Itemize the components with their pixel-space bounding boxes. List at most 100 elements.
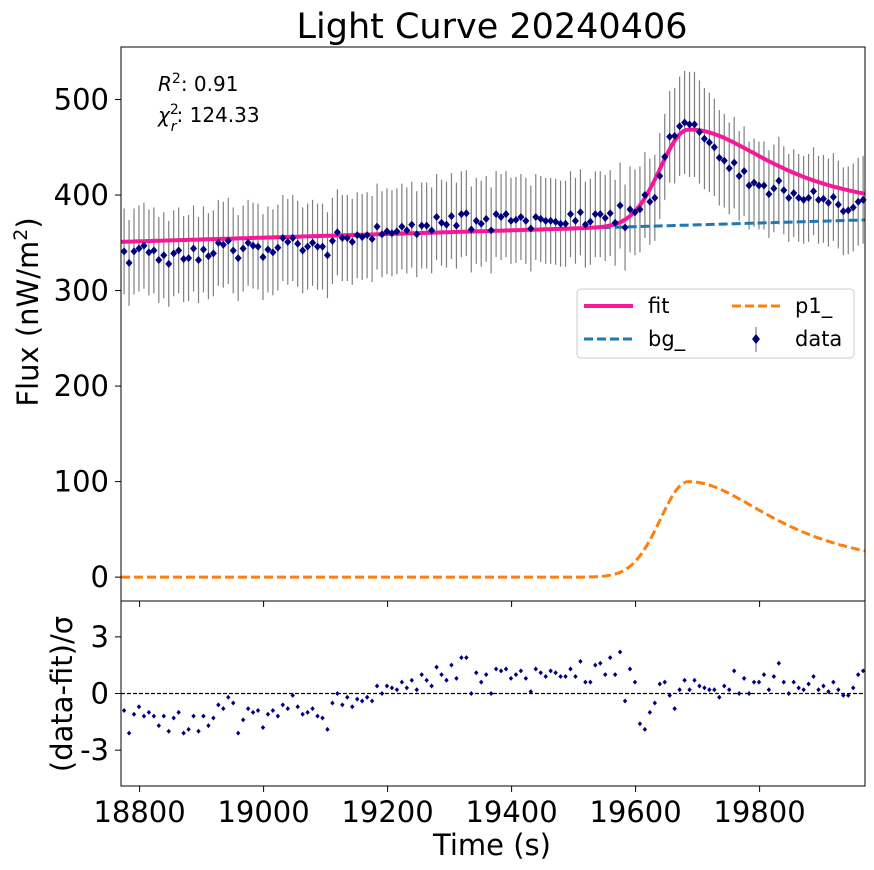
data-point bbox=[562, 219, 570, 228]
residual-point bbox=[657, 681, 662, 687]
residual-point bbox=[751, 679, 757, 685]
data-point bbox=[140, 241, 148, 250]
residual-point bbox=[479, 679, 484, 685]
residual-point bbox=[255, 707, 261, 713]
residual-point bbox=[335, 691, 340, 696]
data-point bbox=[606, 209, 614, 218]
residual-point bbox=[578, 658, 583, 664]
residual-point bbox=[300, 711, 305, 717]
data-point bbox=[829, 192, 837, 201]
data-point bbox=[621, 223, 629, 232]
data-point bbox=[472, 216, 480, 225]
data-point bbox=[740, 167, 748, 176]
data-point bbox=[477, 219, 485, 228]
data-point bbox=[160, 251, 168, 260]
residual-point bbox=[538, 670, 543, 676]
residual-point bbox=[682, 677, 687, 683]
residual-point bbox=[211, 715, 216, 721]
residual-point bbox=[821, 683, 826, 689]
r-squared-annotation: R2: 0.91 bbox=[158, 71, 238, 96]
data-point bbox=[646, 197, 654, 206]
data-point bbox=[616, 201, 624, 210]
data-point bbox=[219, 240, 227, 249]
residual-point bbox=[121, 707, 127, 713]
residual-point bbox=[568, 666, 573, 672]
residual-point bbox=[216, 702, 221, 708]
y-tick-label: 200 bbox=[54, 369, 109, 403]
residual-y-tick-label: 3 bbox=[91, 620, 109, 654]
residual-point bbox=[622, 698, 628, 704]
data-point bbox=[666, 132, 674, 141]
residual-point bbox=[672, 706, 677, 712]
residual-point bbox=[593, 662, 598, 668]
data-point bbox=[715, 153, 723, 162]
residual-point bbox=[488, 691, 494, 696]
y-tick-label: 100 bbox=[54, 465, 109, 499]
data-point bbox=[601, 213, 609, 222]
residual-point bbox=[379, 691, 385, 696]
data-point bbox=[254, 242, 262, 251]
residual-point bbox=[766, 687, 772, 693]
p1-line bbox=[121, 480, 866, 579]
residual-point bbox=[801, 687, 806, 693]
residual-point bbox=[240, 717, 246, 723]
data-point bbox=[150, 246, 158, 255]
x-tick-label: 18800 bbox=[93, 795, 185, 829]
residual-point bbox=[265, 711, 271, 717]
residual-point bbox=[855, 672, 861, 678]
data-point bbox=[487, 226, 495, 235]
data-point bbox=[651, 193, 659, 202]
residual-point bbox=[841, 692, 846, 698]
residual-point bbox=[275, 713, 281, 719]
residual-point bbox=[131, 711, 137, 717]
residual-point bbox=[305, 709, 310, 715]
residual-point bbox=[404, 685, 410, 691]
residual-point bbox=[201, 713, 206, 719]
data-point bbox=[780, 186, 788, 195]
residual-point bbox=[369, 698, 375, 704]
data-point bbox=[209, 249, 217, 258]
data-point bbox=[765, 190, 773, 199]
residual-point bbox=[151, 713, 157, 719]
data-point bbox=[408, 220, 416, 229]
data-point bbox=[284, 237, 292, 246]
data-point bbox=[542, 216, 550, 225]
data-point bbox=[269, 248, 277, 257]
residual-point bbox=[786, 691, 791, 696]
residual-point bbox=[563, 674, 568, 680]
residual-point bbox=[692, 677, 697, 683]
residual-point bbox=[444, 677, 449, 683]
residual-point bbox=[697, 683, 702, 689]
residual-point bbox=[176, 709, 181, 715]
residual-point bbox=[325, 726, 330, 732]
residual-point bbox=[553, 670, 558, 676]
residual-point bbox=[483, 672, 489, 678]
data-point bbox=[244, 238, 252, 247]
residual-point bbox=[285, 706, 290, 712]
data-point bbox=[323, 251, 331, 260]
residual-point bbox=[469, 691, 474, 696]
data-point bbox=[398, 222, 406, 231]
data-point bbox=[512, 215, 520, 224]
data-point bbox=[289, 234, 297, 243]
data-point bbox=[314, 242, 322, 251]
x-tick-label: 19800 bbox=[713, 795, 805, 829]
residual-point bbox=[528, 689, 534, 695]
residual-point bbox=[374, 683, 380, 689]
residual-point bbox=[231, 700, 236, 706]
residual-point bbox=[637, 721, 643, 727]
data-point bbox=[452, 221, 460, 230]
data-point bbox=[710, 143, 718, 152]
data-point bbox=[819, 194, 827, 203]
residual-point bbox=[756, 679, 762, 685]
residual-point bbox=[260, 724, 266, 730]
residual-point bbox=[399, 679, 405, 685]
y-tick-label: 300 bbox=[54, 274, 109, 308]
residual-point bbox=[409, 677, 414, 683]
data-point bbox=[368, 234, 376, 243]
data-point bbox=[745, 181, 753, 190]
data-point bbox=[760, 181, 768, 190]
residual-point bbox=[652, 700, 658, 706]
data-point bbox=[343, 234, 351, 243]
